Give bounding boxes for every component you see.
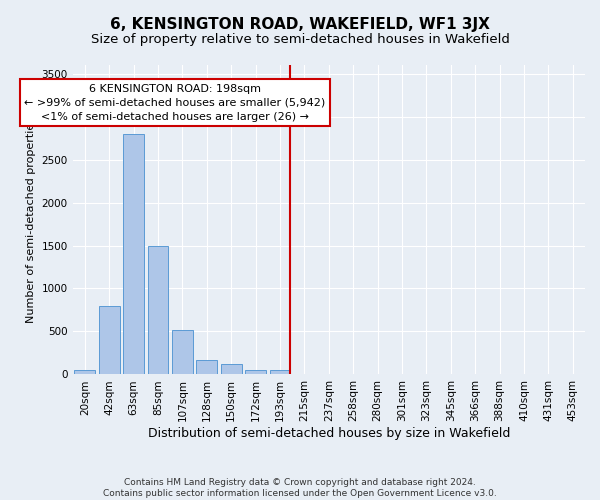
- Bar: [172, 330, 193, 374]
- Bar: [269, 370, 290, 374]
- Bar: [196, 360, 217, 374]
- X-axis label: Distribution of semi-detached houses by size in Wakefield: Distribution of semi-detached houses by …: [148, 427, 510, 440]
- Text: Size of property relative to semi-detached houses in Wakefield: Size of property relative to semi-detach…: [91, 32, 509, 46]
- Text: 6 KENSINGTON ROAD: 198sqm
← >99% of semi-detached houses are smaller (5,942)
<1%: 6 KENSINGTON ROAD: 198sqm ← >99% of semi…: [25, 84, 326, 122]
- Bar: [148, 246, 169, 374]
- Bar: [74, 370, 95, 374]
- Text: 6, KENSINGTON ROAD, WAKEFIELD, WF1 3JX: 6, KENSINGTON ROAD, WAKEFIELD, WF1 3JX: [110, 18, 490, 32]
- Bar: [99, 306, 119, 374]
- Y-axis label: Number of semi-detached properties: Number of semi-detached properties: [26, 116, 36, 322]
- Bar: [221, 364, 242, 374]
- Text: Contains HM Land Registry data © Crown copyright and database right 2024.
Contai: Contains HM Land Registry data © Crown c…: [103, 478, 497, 498]
- Bar: [123, 134, 144, 374]
- Bar: [245, 370, 266, 374]
